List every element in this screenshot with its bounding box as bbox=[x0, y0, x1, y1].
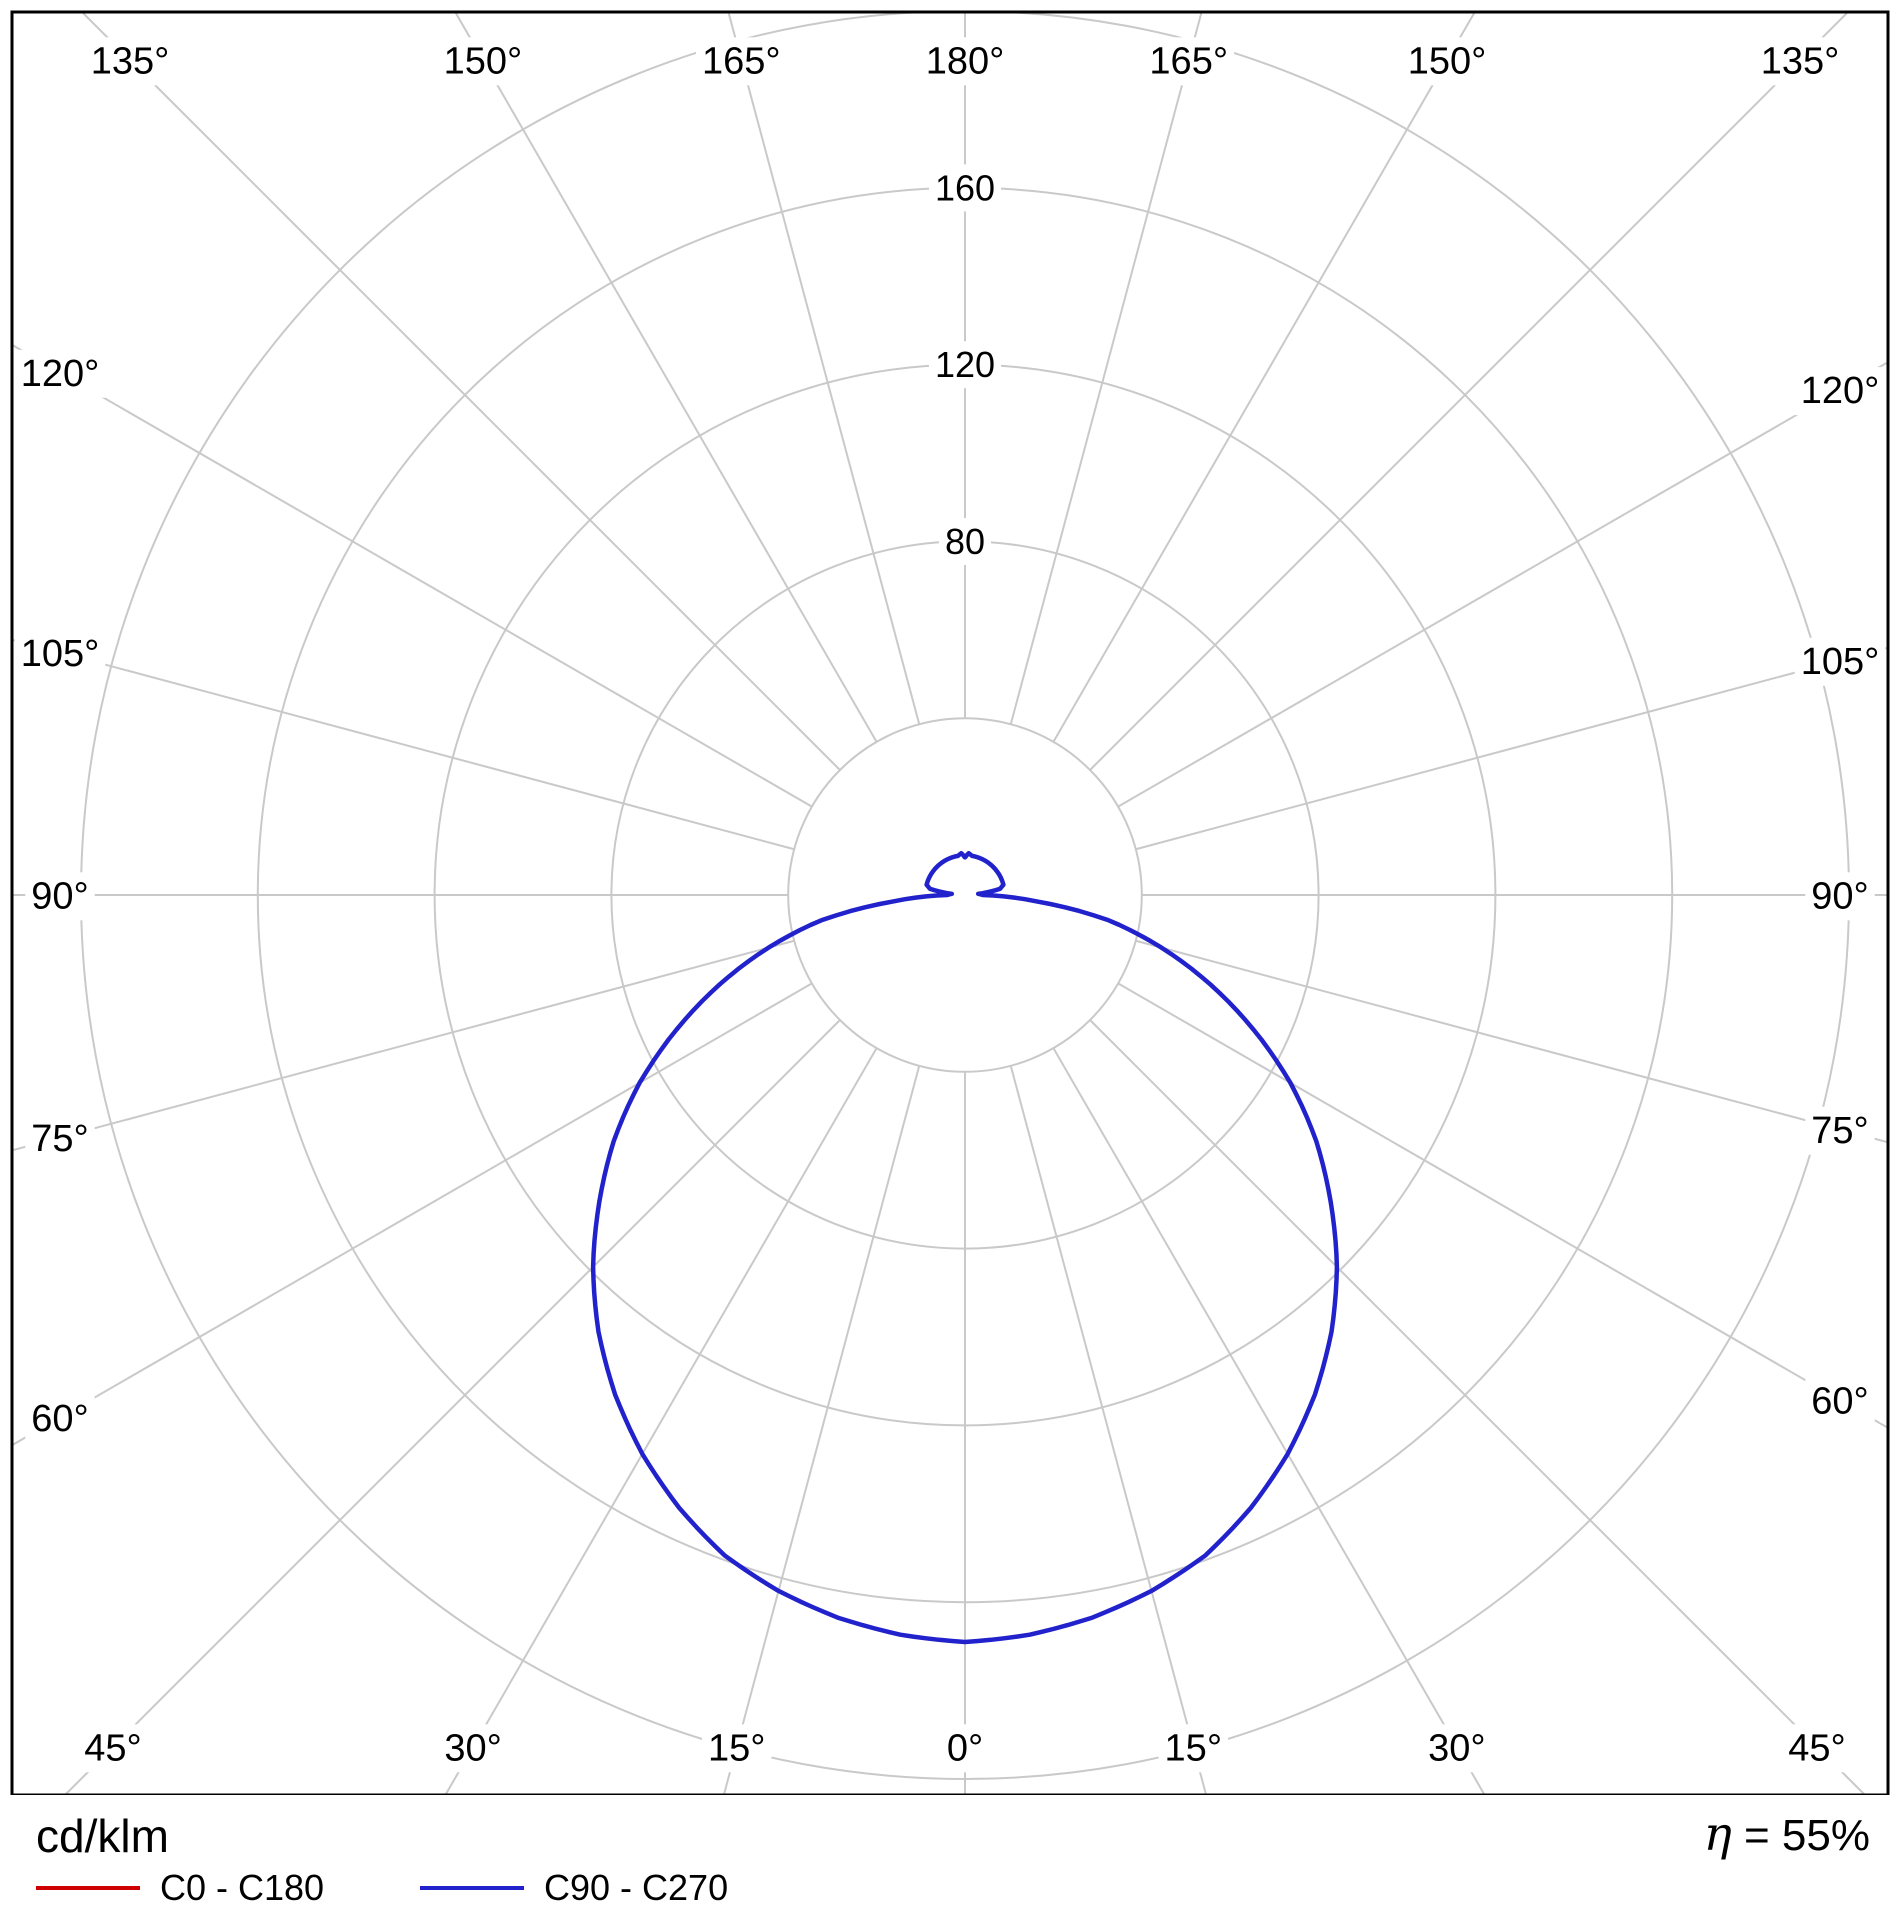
legend-item-c90-c270: C90 - C270 bbox=[420, 1867, 728, 1909]
angle-label: 180° bbox=[926, 40, 1005, 82]
grid-spoke bbox=[1117, 982, 1888, 1430]
grid-spoke bbox=[12, 982, 813, 1447]
grid-spoke bbox=[722, 1065, 921, 1795]
efficiency-label: η = 55% bbox=[1704, 1807, 1870, 1862]
angle-label: 105° bbox=[21, 633, 100, 675]
axis-labels: 0° 15° 15° 30° 30° 45° 45° 60° 60° 75° 75° 90° 90° 10… bbox=[14, 37, 1886, 1773]
grid-spoke bbox=[444, 1047, 878, 1795]
grid-spoke bbox=[80, 12, 841, 771]
ring-value-label: 80 bbox=[945, 521, 985, 562]
angle-label: 135° bbox=[1761, 40, 1840, 82]
angle-label: 120° bbox=[21, 353, 100, 395]
angle-label: 60° bbox=[31, 1398, 88, 1440]
legend-item-c0-c180: C0 - C180 bbox=[36, 1867, 324, 1909]
angle-label: 75° bbox=[1811, 1110, 1868, 1152]
grid-ring bbox=[787, 717, 1143, 1073]
grid-spoke bbox=[12, 343, 813, 808]
grid-spoke bbox=[63, 1019, 841, 1795]
ring-value-label: 120 bbox=[935, 344, 995, 385]
angle-label: 120° bbox=[1801, 370, 1880, 412]
legend-swatch-c0-c180 bbox=[36, 1886, 140, 1890]
unit-label: cd/klm bbox=[36, 1810, 169, 1862]
grid-spoke bbox=[1052, 12, 1476, 743]
grid-spoke bbox=[454, 12, 878, 743]
grid-spoke bbox=[1135, 646, 1888, 851]
grid-spoke bbox=[1089, 12, 1850, 771]
curve-c90-c270 bbox=[590, 850, 1340, 1645]
angle-label: 75° bbox=[31, 1118, 88, 1160]
chart-footer: cd/klm η = 55% C0 - C180 C90 - C270 bbox=[0, 1795, 1900, 1908]
legend-label-c90-c270: C90 - C270 bbox=[544, 1867, 729, 1908]
angle-label: 60° bbox=[1811, 1380, 1868, 1422]
legend-label-c0-c180: C0 - C180 bbox=[160, 1867, 325, 1908]
grid-spoke bbox=[1009, 1065, 1208, 1795]
angle-label: 15° bbox=[708, 1727, 765, 1769]
angle-label: 15° bbox=[1165, 1727, 1222, 1769]
angle-label: 0° bbox=[947, 1727, 983, 1769]
angle-label: 90° bbox=[1811, 875, 1868, 917]
grid-spoke bbox=[12, 939, 795, 1152]
eta-symbol: η bbox=[1703, 1807, 1732, 1862]
angle-label: 45° bbox=[84, 1727, 141, 1769]
grid-spoke bbox=[12, 638, 795, 851]
angle-label: 30° bbox=[1428, 1727, 1485, 1769]
intensity-curves bbox=[590, 850, 1340, 1645]
angle-label: 135° bbox=[91, 40, 170, 82]
angle-label: 30° bbox=[444, 1727, 501, 1769]
angle-label: 90° bbox=[31, 875, 88, 917]
angle-label: 165° bbox=[1149, 40, 1228, 82]
plot-border bbox=[10, 10, 1890, 1797]
grid-spoke bbox=[1117, 360, 1888, 808]
angle-label: 150° bbox=[444, 40, 523, 82]
grid-spoke bbox=[1089, 1019, 1867, 1795]
grid-spoke bbox=[1052, 1047, 1486, 1795]
efficiency-value: = 55% bbox=[1744, 1811, 1870, 1860]
ring-value-label: 160 bbox=[935, 167, 995, 208]
legend-swatch-c90-c270 bbox=[420, 1886, 524, 1890]
angle-label: 105° bbox=[1801, 641, 1880, 683]
grid-spoke bbox=[1135, 939, 1888, 1144]
angle-label: 45° bbox=[1788, 1727, 1845, 1769]
angle-label: 150° bbox=[1408, 40, 1487, 82]
angle-label: 165° bbox=[702, 40, 781, 82]
